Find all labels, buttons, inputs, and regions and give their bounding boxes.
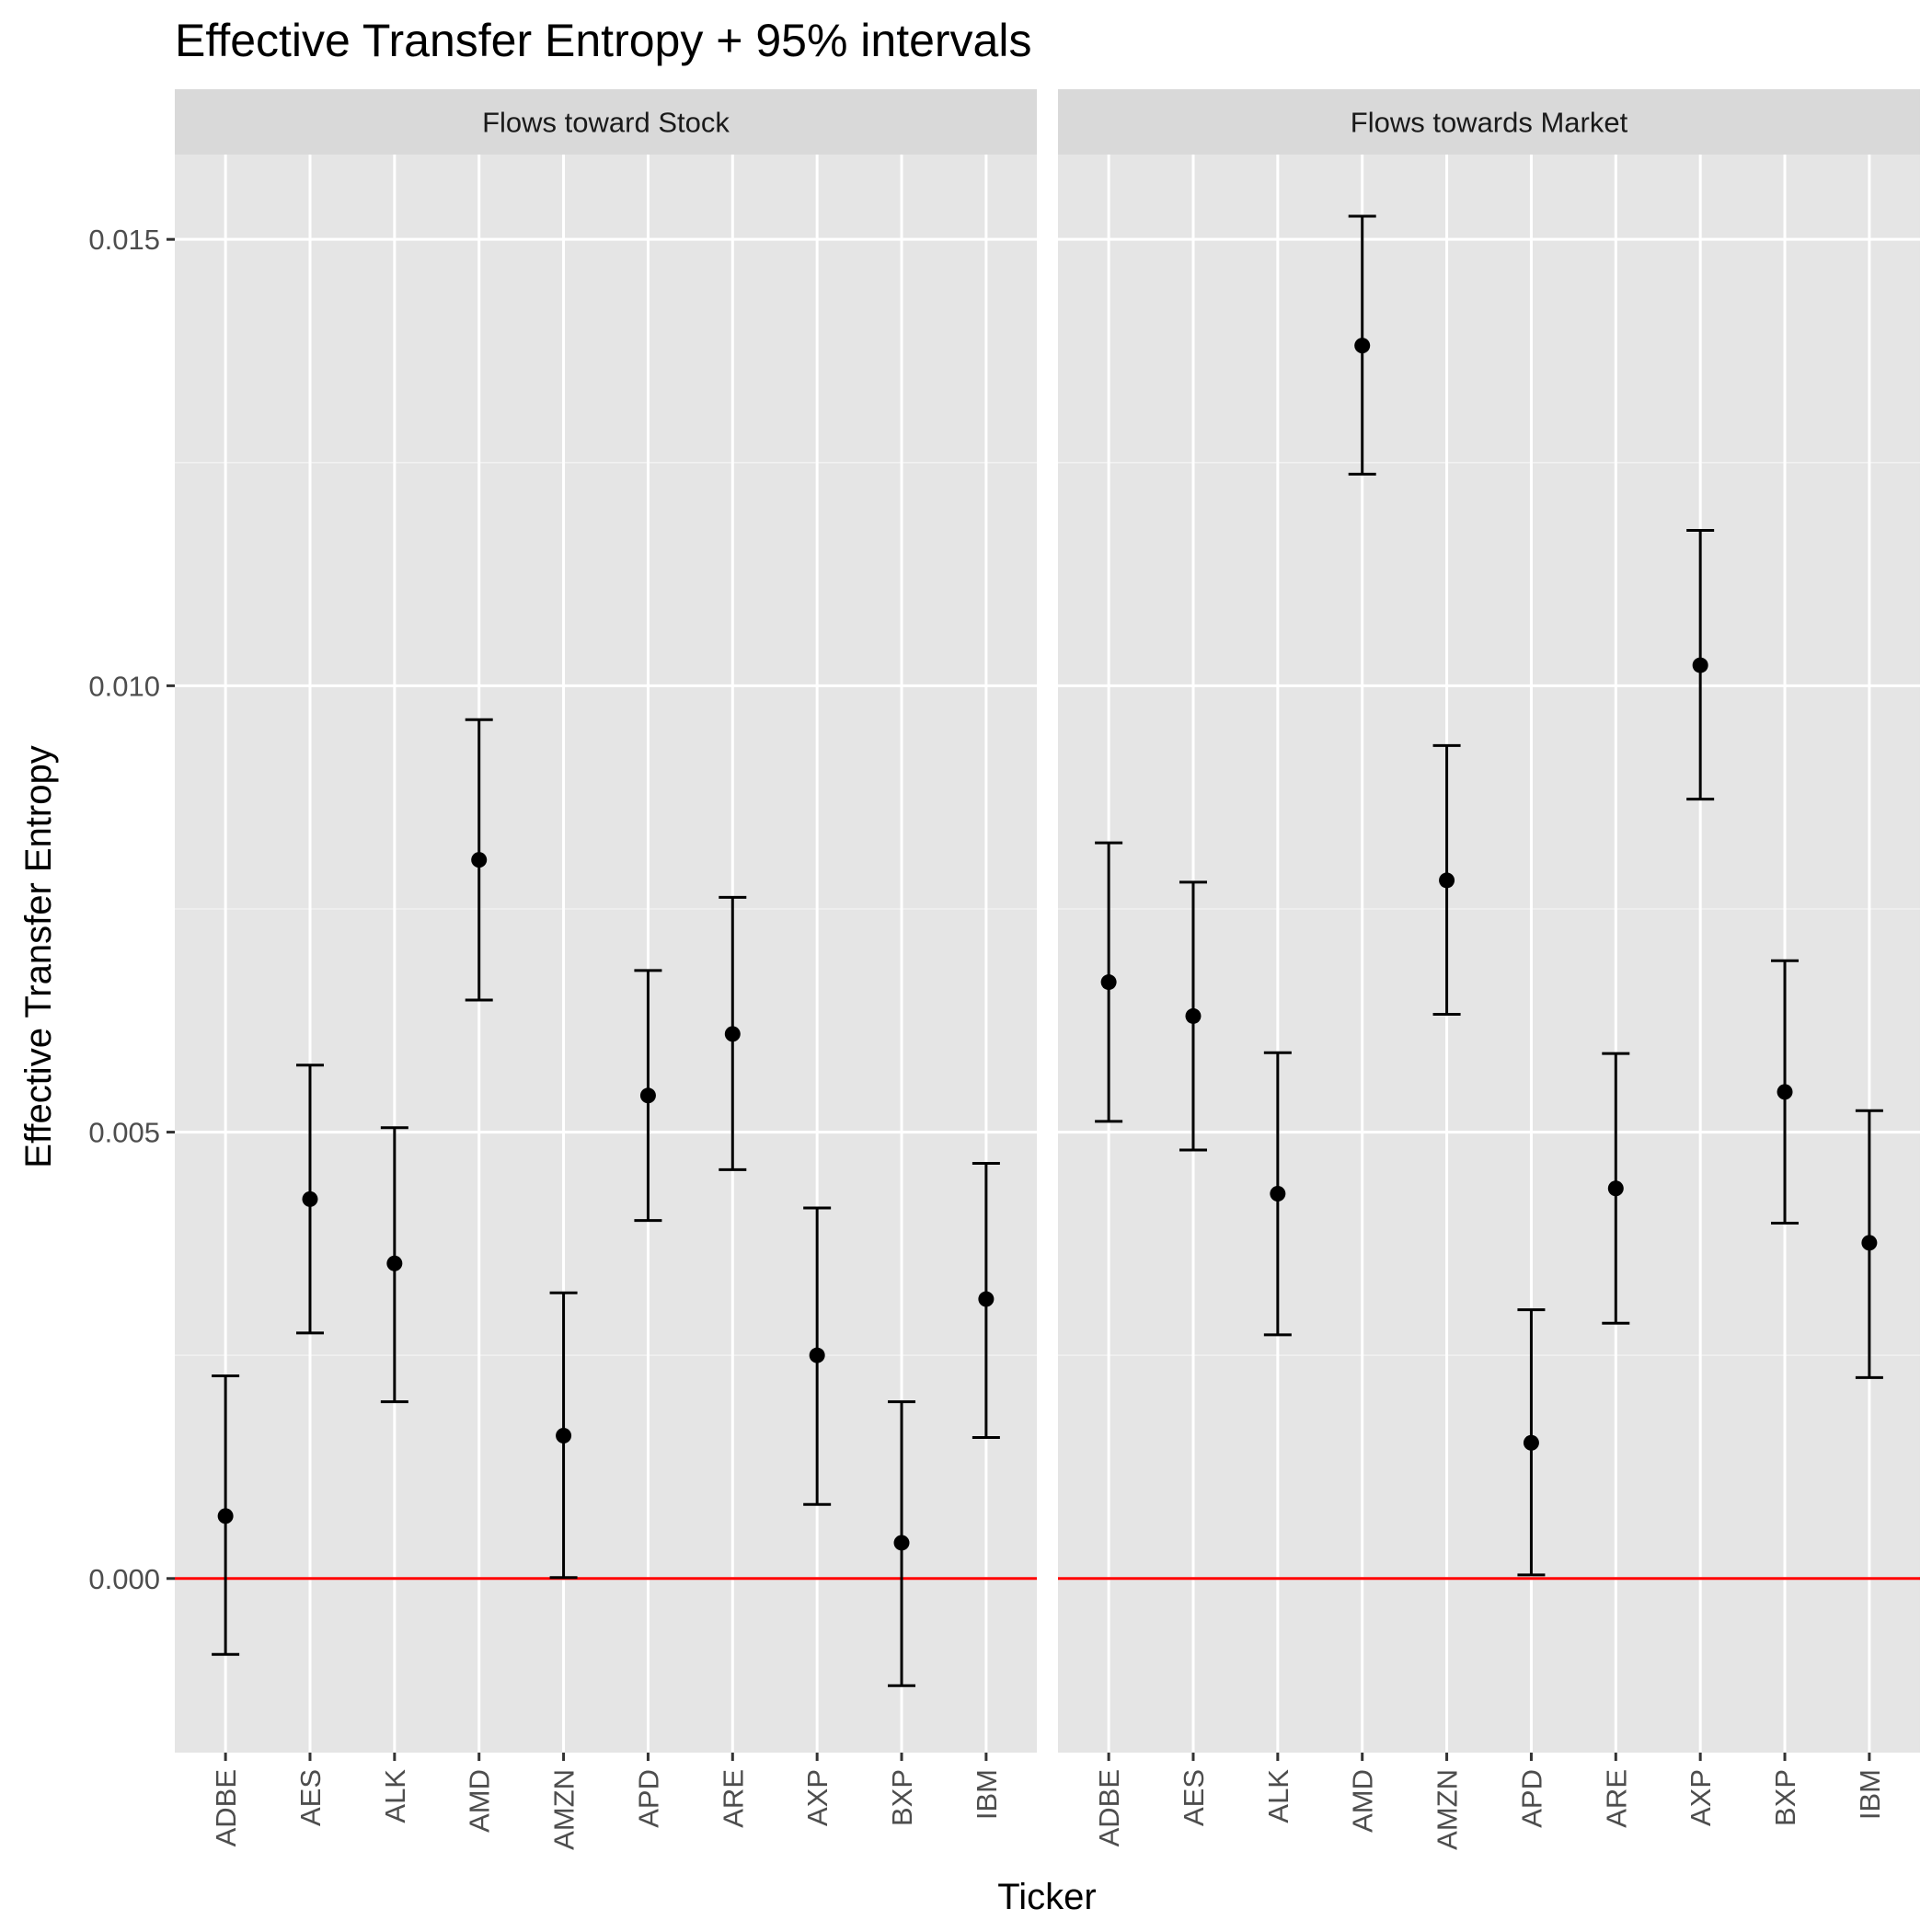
error-bar-alk: [380, 1126, 408, 1404]
x-tick-label: AXP: [801, 1769, 834, 1826]
facet-strip-label: Flows toward Stock: [482, 107, 730, 139]
error-bar-adbe: [212, 1374, 240, 1656]
error-bar-alk: [1263, 1051, 1292, 1337]
data-point-adbe: [1100, 974, 1117, 991]
data-point-alk: [386, 1255, 403, 1271]
error-bar-amd: [1348, 214, 1376, 476]
x-tick-label: IBM: [971, 1769, 1003, 1820]
error-bar-amzn: [549, 1291, 578, 1580]
error-bar-bxp: [888, 1400, 916, 1687]
x-tick-label: AXP: [1685, 1769, 1717, 1826]
x-tick-label: ARE: [717, 1769, 749, 1828]
data-point-are: [1607, 1180, 1624, 1197]
data-point-amzn: [1439, 872, 1455, 889]
error-bar-axp: [803, 1206, 832, 1506]
x-tick-label: ADBE: [210, 1769, 242, 1846]
data-point-alk: [1270, 1186, 1286, 1202]
y-tick-label: 0.005: [88, 1117, 160, 1149]
data-point-amzn: [556, 1428, 572, 1444]
data-point-amd: [1354, 338, 1371, 354]
data-point-ibm: [1861, 1235, 1878, 1251]
error-bar-aes: [295, 1064, 324, 1335]
error-bar-amzn: [1432, 743, 1461, 1016]
panel-flows-towards-market: Flows towards Market ADBE AES ALK AMD AMZN APD…: [1058, 89, 1920, 1850]
x-tick-label: ARE: [1600, 1769, 1632, 1828]
data-point-aes: [302, 1190, 318, 1207]
data-point-bxp: [1777, 1084, 1793, 1100]
y-tick-label: 0.000: [88, 1563, 160, 1595]
facet-panels: Flows toward Stock ADBE AES ALK AMD AMZN APD AR…: [175, 89, 1920, 1850]
x-tick-label: ADBE: [1093, 1769, 1125, 1846]
x-tick-label: IBM: [1854, 1769, 1886, 1820]
data-point-apd: [639, 1087, 656, 1104]
facet-strip: [175, 89, 1037, 155]
data-point-apd: [1523, 1434, 1539, 1451]
data-point-are: [724, 1026, 741, 1042]
data-point-aes: [1185, 1007, 1202, 1024]
x-tick-label: ALK: [1262, 1769, 1294, 1823]
error-bar-apd: [1517, 1308, 1546, 1577]
y-tick-label: 0.015: [88, 224, 160, 256]
y-axis: 0.000 0.005 0.010 0.015: [88, 224, 175, 1595]
x-tick-label: AMZN: [548, 1769, 581, 1850]
error-bar-axp: [1686, 529, 1715, 801]
error-bar-amd: [465, 718, 493, 1002]
error-bar-ibm: [1855, 1109, 1883, 1379]
data-point-axp: [1692, 657, 1708, 673]
x-tick-label: AES: [1178, 1769, 1210, 1826]
error-bar-ibm: [972, 1162, 1000, 1439]
x-tick-label: APD: [632, 1769, 664, 1828]
error-bar-apd: [634, 969, 662, 1223]
error-bar-are: [719, 895, 747, 1171]
data-point-adbe: [217, 1508, 234, 1524]
error-bar-adbe: [1095, 841, 1123, 1123]
error-bar-are: [1602, 1052, 1630, 1325]
chart-title: Effective Transfer Entropy + 95% interva…: [175, 15, 1031, 66]
y-tick-label: 0.010: [88, 670, 160, 702]
x-tick-label: AMD: [1347, 1769, 1379, 1833]
error-bar-bxp: [1771, 959, 1800, 1225]
panel-background: [175, 155, 1037, 1753]
data-point-amd: [471, 852, 488, 868]
x-tick-label: AMZN: [1432, 1769, 1464, 1850]
error-bar-aes: [1179, 880, 1207, 1152]
x-tick-label: APD: [1515, 1769, 1547, 1828]
panel-background: [1058, 155, 1920, 1753]
x-axis-title: Ticker: [997, 1877, 1096, 1917]
data-point-ibm: [978, 1291, 995, 1307]
data-point-bxp: [893, 1535, 910, 1551]
data-point-axp: [809, 1347, 825, 1363]
facet-strip-label: Flows towards Market: [1351, 107, 1628, 139]
x-tick-label: AES: [294, 1769, 327, 1826]
panel-flows-toward-stock: Flows toward Stock ADBE AES ALK AMD AMZN APD AR…: [175, 89, 1037, 1850]
x-tick-label: BXP: [886, 1769, 918, 1826]
x-tick-label: BXP: [1769, 1769, 1801, 1826]
facet-strip: [1058, 89, 1920, 155]
x-tick-label: ALK: [379, 1769, 411, 1823]
x-tick-label: AMD: [464, 1769, 496, 1833]
y-axis-title: Effective Transfer Entropy: [18, 745, 59, 1167]
